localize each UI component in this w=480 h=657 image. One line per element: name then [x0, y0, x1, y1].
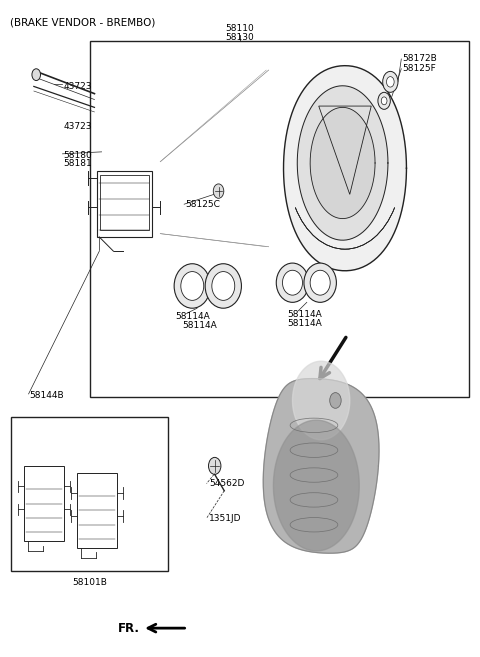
Circle shape	[381, 97, 387, 104]
Text: 58180: 58180	[63, 150, 92, 160]
Text: (BRAKE VENDOR - BREMBO): (BRAKE VENDOR - BREMBO)	[10, 18, 156, 28]
Text: 54562D: 54562D	[209, 479, 244, 488]
Text: 58172B: 58172B	[402, 55, 437, 64]
Ellipse shape	[174, 263, 210, 308]
Circle shape	[386, 77, 394, 87]
Text: 58181: 58181	[63, 159, 92, 168]
Text: 58144B: 58144B	[29, 391, 64, 399]
Bar	[77, 473, 117, 548]
Text: 58125F: 58125F	[402, 64, 436, 74]
Text: 58125C: 58125C	[185, 200, 220, 209]
Text: 1351JD: 1351JD	[209, 514, 241, 523]
Text: 58114A: 58114A	[288, 309, 323, 319]
Ellipse shape	[276, 263, 309, 302]
Ellipse shape	[282, 270, 302, 295]
Polygon shape	[284, 66, 407, 271]
Polygon shape	[274, 420, 360, 551]
Text: 58114A: 58114A	[183, 321, 217, 330]
Bar	[11, 417, 168, 570]
Polygon shape	[263, 378, 379, 553]
Circle shape	[213, 184, 224, 198]
Text: FR.: FR.	[118, 622, 140, 635]
Bar	[100, 175, 149, 231]
Ellipse shape	[310, 270, 330, 295]
Text: 58114A: 58114A	[176, 312, 210, 321]
Bar	[24, 466, 64, 541]
Circle shape	[378, 93, 390, 109]
Bar	[97, 171, 152, 237]
Ellipse shape	[212, 271, 235, 300]
Circle shape	[32, 69, 40, 81]
Ellipse shape	[205, 263, 241, 308]
Polygon shape	[297, 86, 388, 240]
Polygon shape	[310, 107, 375, 219]
Circle shape	[208, 457, 221, 474]
Text: 58110: 58110	[226, 24, 254, 34]
Text: 43723: 43723	[63, 82, 92, 91]
Circle shape	[330, 393, 341, 408]
Text: 58114A: 58114A	[288, 319, 323, 328]
Circle shape	[383, 72, 398, 93]
Ellipse shape	[304, 263, 336, 302]
Text: 43723: 43723	[63, 122, 92, 131]
Text: 58101B: 58101B	[72, 578, 107, 587]
Bar	[90, 41, 469, 397]
Text: 58130: 58130	[226, 33, 254, 42]
Ellipse shape	[181, 271, 204, 300]
Polygon shape	[292, 361, 350, 440]
